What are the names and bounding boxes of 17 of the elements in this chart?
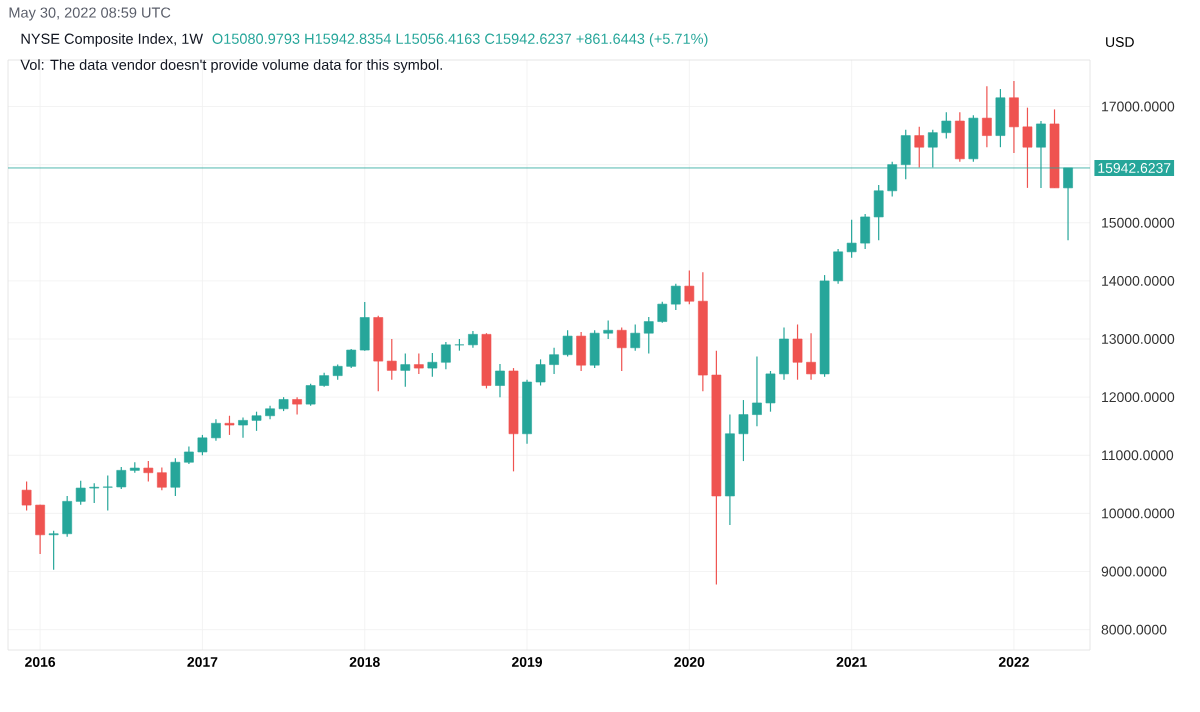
candlestick xyxy=(914,126,925,169)
candlestick xyxy=(292,396,302,416)
candlestick xyxy=(224,415,235,436)
candlestick xyxy=(968,114,979,163)
candlestick xyxy=(576,331,586,372)
candlestick xyxy=(630,323,641,352)
candlestick xyxy=(359,301,370,352)
candlestick xyxy=(995,88,1006,148)
candlestick xyxy=(954,111,965,163)
candlestick xyxy=(616,326,627,372)
candlestick xyxy=(386,338,397,381)
candlestick xyxy=(670,283,681,311)
candlestick xyxy=(400,352,411,388)
candlestick xyxy=(413,352,424,375)
candlestick xyxy=(373,315,384,392)
candlestick xyxy=(982,85,992,148)
candlestick xyxy=(495,363,505,398)
